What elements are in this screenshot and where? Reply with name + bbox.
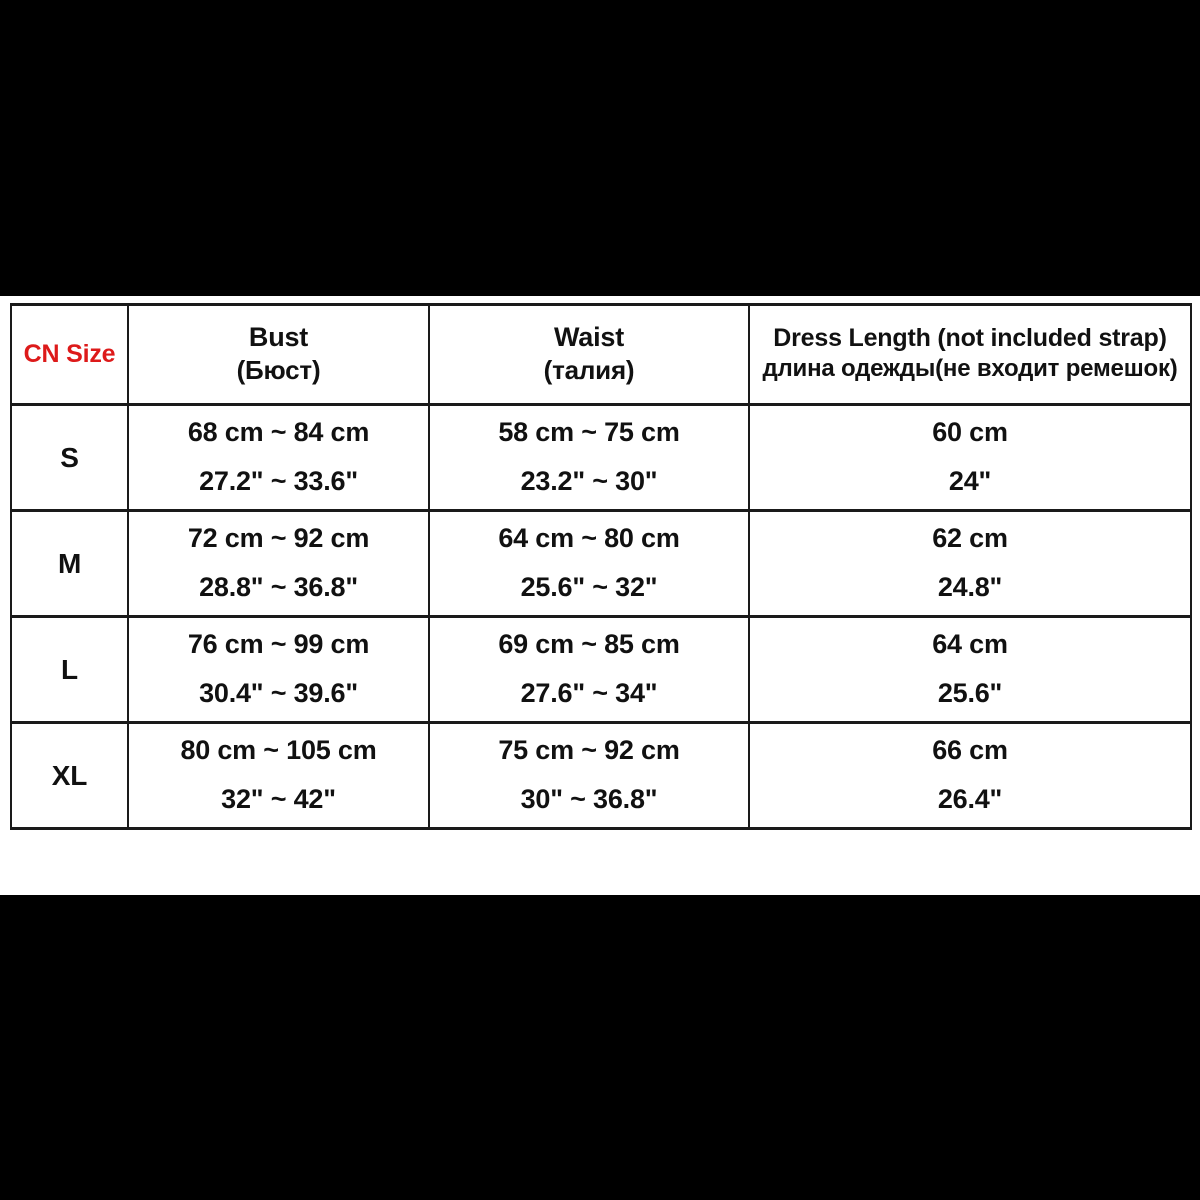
cell-dress-length: 60 cm 24" bbox=[748, 403, 1192, 512]
value-stack-dress-length: 66 cm 26.4" bbox=[750, 733, 1190, 819]
bust-inch-value: 32" ~ 42" bbox=[221, 783, 336, 814]
cell-size: S bbox=[10, 403, 129, 512]
dress-length-inch-value: 24" bbox=[948, 465, 992, 496]
value-stack-bust: 76 cm ~ 99 cm 30.4" ~ 39.6" bbox=[129, 627, 428, 713]
header-label-waist-en: Waist bbox=[553, 321, 624, 352]
header-label-cn-size: CN Size bbox=[23, 339, 116, 368]
size-chart-table: CN Size Bust (Бюст) Waist (талия) bbox=[10, 303, 1192, 830]
size-label: M bbox=[57, 547, 82, 579]
waist-cm-value: 58 cm ~ 75 cm bbox=[498, 416, 680, 447]
value-stack-bust: 68 cm ~ 84 cm 27.2" ~ 33.6" bbox=[129, 415, 428, 501]
cell-size: M bbox=[10, 509, 129, 618]
bust-inch-value: 27.2" ~ 33.6" bbox=[199, 465, 358, 496]
cell-dress-length: 62 cm 24.8" bbox=[748, 509, 1192, 618]
value-stack-dress-length: 64 cm 25.6" bbox=[750, 627, 1190, 713]
cell-bust: 76 cm ~ 99 cm 30.4" ~ 39.6" bbox=[127, 615, 430, 724]
value-stack-bust: 80 cm ~ 105 cm 32" ~ 42" bbox=[129, 733, 428, 819]
table-row: XL 80 cm ~ 105 cm 32" ~ 42" 75 cm ~ 92 c… bbox=[10, 721, 1192, 830]
bust-cm-value: 76 cm ~ 99 cm bbox=[187, 628, 370, 659]
cell-waist: 75 cm ~ 92 cm 30" ~ 36.8" bbox=[428, 721, 750, 830]
header-label-bust-en: Bust bbox=[248, 321, 309, 352]
size-label: S bbox=[60, 441, 79, 473]
table-row: M 72 cm ~ 92 cm 28.8" ~ 36.8" 64 cm ~ 80… bbox=[10, 509, 1192, 618]
value-stack-bust: 72 cm ~ 92 cm 28.8" ~ 36.8" bbox=[129, 521, 428, 607]
cell-dress-length: 64 cm 25.6" bbox=[748, 615, 1192, 724]
value-stack-waist: 69 cm ~ 85 cm 27.6" ~ 34" bbox=[430, 627, 748, 713]
dress-length-cm-value: 62 cm bbox=[932, 522, 1008, 553]
cell-waist: 58 cm ~ 75 cm 23.2" ~ 30" bbox=[428, 403, 750, 512]
bust-cm-value: 68 cm ~ 84 cm bbox=[187, 416, 370, 447]
cell-size: L bbox=[10, 615, 129, 724]
bust-cm-value: 80 cm ~ 105 cm bbox=[180, 734, 377, 765]
dress-length-cm-value: 64 cm bbox=[932, 628, 1008, 659]
value-stack-waist: 64 cm ~ 80 cm 25.6" ~ 32" bbox=[430, 521, 748, 607]
cell-bust: 68 cm ~ 84 cm 27.2" ~ 33.6" bbox=[127, 403, 430, 512]
cell-bust: 80 cm ~ 105 cm 32" ~ 42" bbox=[127, 721, 430, 830]
dress-length-cm-value: 66 cm bbox=[932, 734, 1008, 765]
bust-cm-value: 72 cm ~ 92 cm bbox=[187, 522, 370, 553]
dress-length-inch-value: 24.8" bbox=[937, 571, 1003, 602]
dress-length-inch-value: 26.4" bbox=[937, 783, 1003, 814]
value-stack-dress-length: 60 cm 24" bbox=[750, 415, 1190, 501]
cell-waist: 69 cm ~ 85 cm 27.6" ~ 34" bbox=[428, 615, 750, 724]
header-stack-bust: Bust (Бюст) bbox=[129, 316, 428, 394]
value-stack-dress-length: 62 cm 24.8" bbox=[750, 521, 1190, 607]
header-cell-size: CN Size bbox=[10, 303, 129, 406]
size-label: L bbox=[61, 653, 78, 685]
table-header-row: CN Size Bust (Бюст) Waist (талия) bbox=[10, 303, 1192, 406]
value-stack-waist: 75 cm ~ 92 cm 30" ~ 36.8" bbox=[430, 733, 748, 819]
header-cell-waist: Waist (талия) bbox=[428, 303, 750, 406]
bust-inch-value: 28.8" ~ 36.8" bbox=[199, 571, 358, 602]
cell-dress-length: 66 cm 26.4" bbox=[748, 721, 1192, 830]
header-label-dress-length-en: Dress Length (not included strap) bbox=[773, 324, 1167, 353]
dress-length-cm-value: 60 cm bbox=[932, 416, 1008, 447]
waist-inch-value: 30" ~ 36.8" bbox=[520, 783, 658, 814]
bust-inch-value: 30.4" ~ 39.6" bbox=[199, 677, 358, 708]
header-label-bust-ru: (Бюст) bbox=[236, 355, 321, 386]
cell-bust: 72 cm ~ 92 cm 28.8" ~ 36.8" bbox=[127, 509, 430, 618]
header-stack-waist: Waist (талия) bbox=[430, 316, 748, 394]
waist-inch-value: 27.6" ~ 34" bbox=[520, 677, 658, 708]
dress-length-inch-value: 25.6" bbox=[937, 677, 1003, 708]
cell-size: XL bbox=[10, 721, 129, 830]
value-stack-waist: 58 cm ~ 75 cm 23.2" ~ 30" bbox=[430, 415, 748, 501]
size-label: XL bbox=[51, 759, 88, 791]
waist-cm-value: 69 cm ~ 85 cm bbox=[498, 628, 680, 659]
header-label-waist-ru: (талия) bbox=[543, 355, 635, 386]
table-row: L 76 cm ~ 99 cm 30.4" ~ 39.6" 69 cm ~ 85… bbox=[10, 615, 1192, 724]
table-row: S 68 cm ~ 84 cm 27.2" ~ 33.6" 58 cm ~ 75… bbox=[10, 403, 1192, 512]
waist-cm-value: 64 cm ~ 80 cm bbox=[498, 522, 680, 553]
cell-waist: 64 cm ~ 80 cm 25.6" ~ 32" bbox=[428, 509, 750, 618]
header-cell-bust: Bust (Бюст) bbox=[127, 303, 430, 406]
header-label-dress-length-ru: длина одежды(не входит ремешок) bbox=[762, 355, 1178, 383]
waist-inch-value: 25.6" ~ 32" bbox=[520, 571, 658, 602]
header-cell-dress-length: Dress Length (not included strap) длина … bbox=[748, 303, 1192, 406]
size-chart-plate: CN Size Bust (Бюст) Waist (талия) bbox=[0, 296, 1200, 895]
header-stack-dress-length: Dress Length (not included strap) длина … bbox=[750, 318, 1190, 391]
waist-cm-value: 75 cm ~ 92 cm bbox=[498, 734, 680, 765]
waist-inch-value: 23.2" ~ 30" bbox=[520, 465, 658, 496]
